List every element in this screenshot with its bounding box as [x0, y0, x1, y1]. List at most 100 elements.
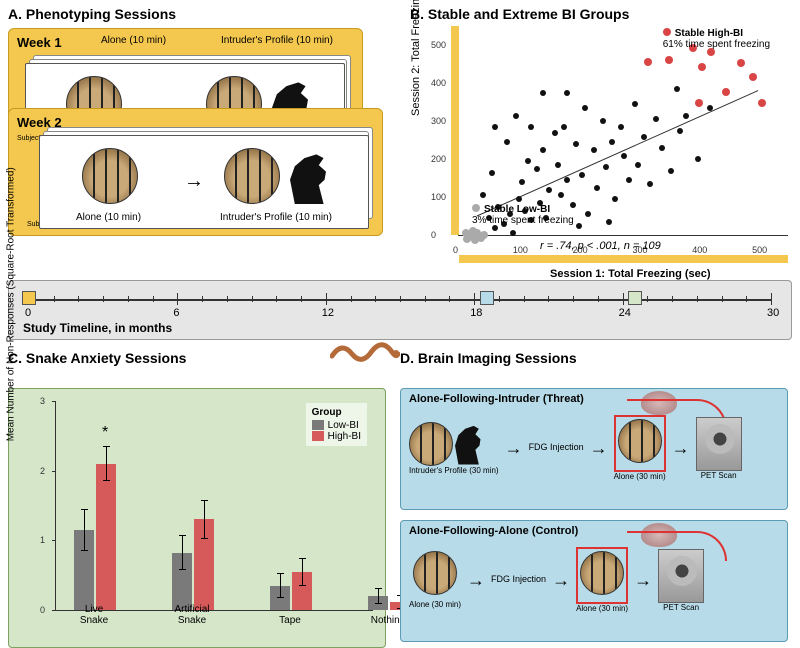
- fdg-label: FDG Injection: [491, 575, 546, 585]
- scatter-point: [698, 63, 706, 71]
- scatter-point: [564, 90, 570, 96]
- timeline-marker: [22, 291, 36, 305]
- scatter-point: [626, 177, 632, 183]
- panel-c-legend: Group Low-BI High-BI: [306, 403, 367, 446]
- panel-b-ylabel: Session 2: Total Freezing (sec): [410, 0, 422, 116]
- scatter-point: [489, 170, 495, 176]
- week2-card: Week 2 Subject 1 Subject 109 → Alone (10…: [8, 108, 383, 236]
- pet-label: PET Scan: [658, 603, 704, 612]
- scatter-point: [659, 145, 665, 151]
- alone-stage-label: Alone (30 min): [576, 604, 628, 613]
- week2-alone-label: Alone (10 min): [76, 212, 141, 223]
- scatter-point: [516, 196, 522, 202]
- scatter-point: [635, 162, 641, 168]
- monkey-icon: [224, 148, 280, 209]
- pet-label: PET Scan: [696, 471, 742, 480]
- scatter-point: [668, 168, 674, 174]
- fdg-label: FDG Injection: [529, 443, 584, 453]
- timeline-marker: [628, 291, 642, 305]
- scatter-point: [534, 166, 540, 172]
- scatter-point: [540, 147, 546, 153]
- scatter-point: [585, 211, 591, 217]
- timeline-label: Study Timeline, in months: [23, 321, 172, 335]
- panel-c-title: C. Snake Anxiety Sessions: [8, 350, 388, 366]
- panel-b-title: B. Stable and Extreme BI Groups: [410, 6, 790, 22]
- panel-a-title: A. Phenotyping Sessions: [8, 6, 388, 22]
- scatter-point: [594, 185, 600, 191]
- panel-b: B. Stable and Extreme BI Groups Session …: [410, 6, 790, 276]
- scatter-point: [579, 172, 585, 178]
- scatter-point: [555, 162, 561, 168]
- scatter-point: [519, 179, 525, 185]
- scatter-point: [528, 124, 534, 130]
- human-profile-icon: [455, 423, 489, 465]
- scatter-point: [665, 56, 673, 64]
- scatter-point: [677, 128, 683, 134]
- scatter-point: [695, 99, 703, 107]
- week1-label: Week 1: [17, 35, 62, 50]
- threat-block: Alone-Following-Intruder (Threat) Intrud…: [400, 388, 788, 510]
- control-title: Alone-Following-Alone (Control): [409, 525, 578, 537]
- scatter-point: [707, 105, 713, 111]
- scatter-point: [621, 153, 627, 159]
- panel-b-stats: r = .74, p < .001, n = 109: [540, 240, 661, 252]
- scatter-point: [492, 124, 498, 130]
- scatter-point: [504, 139, 510, 145]
- monkey-icon: [82, 148, 138, 209]
- arrow-icon: →: [590, 438, 608, 459]
- scatter-point: [609, 139, 615, 145]
- pet-scanner-icon: [658, 549, 704, 603]
- timeline-marker: [480, 291, 494, 305]
- scatter-point: [606, 219, 612, 225]
- scatter-point: [683, 113, 689, 119]
- human-profile-icon: [290, 150, 338, 209]
- panel-c-box: Mean Number of Non-Responses (Square-Roo…: [8, 388, 386, 648]
- uptake-stage: [576, 547, 628, 604]
- scatter-point: [600, 118, 606, 124]
- scatter-point: [653, 116, 659, 122]
- scatter-point: [737, 59, 745, 67]
- scatter-point: [465, 233, 473, 241]
- week1-intruder-label: Intruder's Profile (10 min): [221, 35, 333, 46]
- scatter-point: [546, 187, 552, 193]
- y-axis-band: [451, 26, 459, 235]
- monkey-icon: [409, 422, 453, 466]
- scatter-point: [480, 192, 486, 198]
- control-block: Alone-Following-Alone (Control) Alone (3…: [400, 520, 788, 642]
- scatter-point: [749, 73, 757, 81]
- threat-title: Alone-Following-Intruder (Threat): [409, 393, 584, 405]
- scatter-point: [632, 101, 638, 107]
- panel-d-title: D. Brain Imaging Sessions: [400, 350, 792, 366]
- monkey-icon: [618, 419, 662, 463]
- scatter-point: [564, 177, 570, 183]
- scatter-point: [513, 113, 519, 119]
- scatter-point: [647, 181, 653, 187]
- scatter-point: [591, 147, 597, 153]
- study-timeline: Study Timeline, in months 0612182430: [8, 280, 792, 340]
- alone-stage-label: Alone (30 min): [409, 600, 461, 609]
- bar: [96, 464, 116, 610]
- scatter-point: [674, 86, 680, 92]
- arrow-icon: →: [552, 570, 570, 591]
- scatter-point: [576, 223, 582, 229]
- scatter-point: [695, 156, 701, 162]
- scatter-point: [618, 124, 624, 130]
- monkey-icon: [580, 551, 624, 595]
- scatter-point: [573, 141, 579, 147]
- pet-scanner-icon: [696, 417, 742, 471]
- significance-marker: *: [102, 424, 108, 442]
- uptake-stage: [614, 415, 666, 472]
- panel-a: A. Phenotyping Sessions Week 1 Alone (10…: [8, 6, 388, 236]
- arrow-icon: →: [467, 570, 485, 591]
- scatter-point: [540, 90, 546, 96]
- scatter-point: [612, 196, 618, 202]
- scatter-point: [480, 231, 488, 239]
- panel-c: C. Snake Anxiety Sessions Mean Number of…: [8, 350, 388, 635]
- arrow-icon: →: [634, 570, 652, 591]
- high-bi-legend: Stable High-BI 61% time spent freezing: [663, 28, 770, 50]
- week2-intruder-label: Intruder's Profile (10 min): [220, 212, 332, 223]
- scatter-point: [603, 164, 609, 170]
- low-bi-legend: Stable Low-BI 3% time spent freezing: [472, 204, 574, 226]
- scatter-point: [582, 105, 588, 111]
- scatter-point: [552, 130, 558, 136]
